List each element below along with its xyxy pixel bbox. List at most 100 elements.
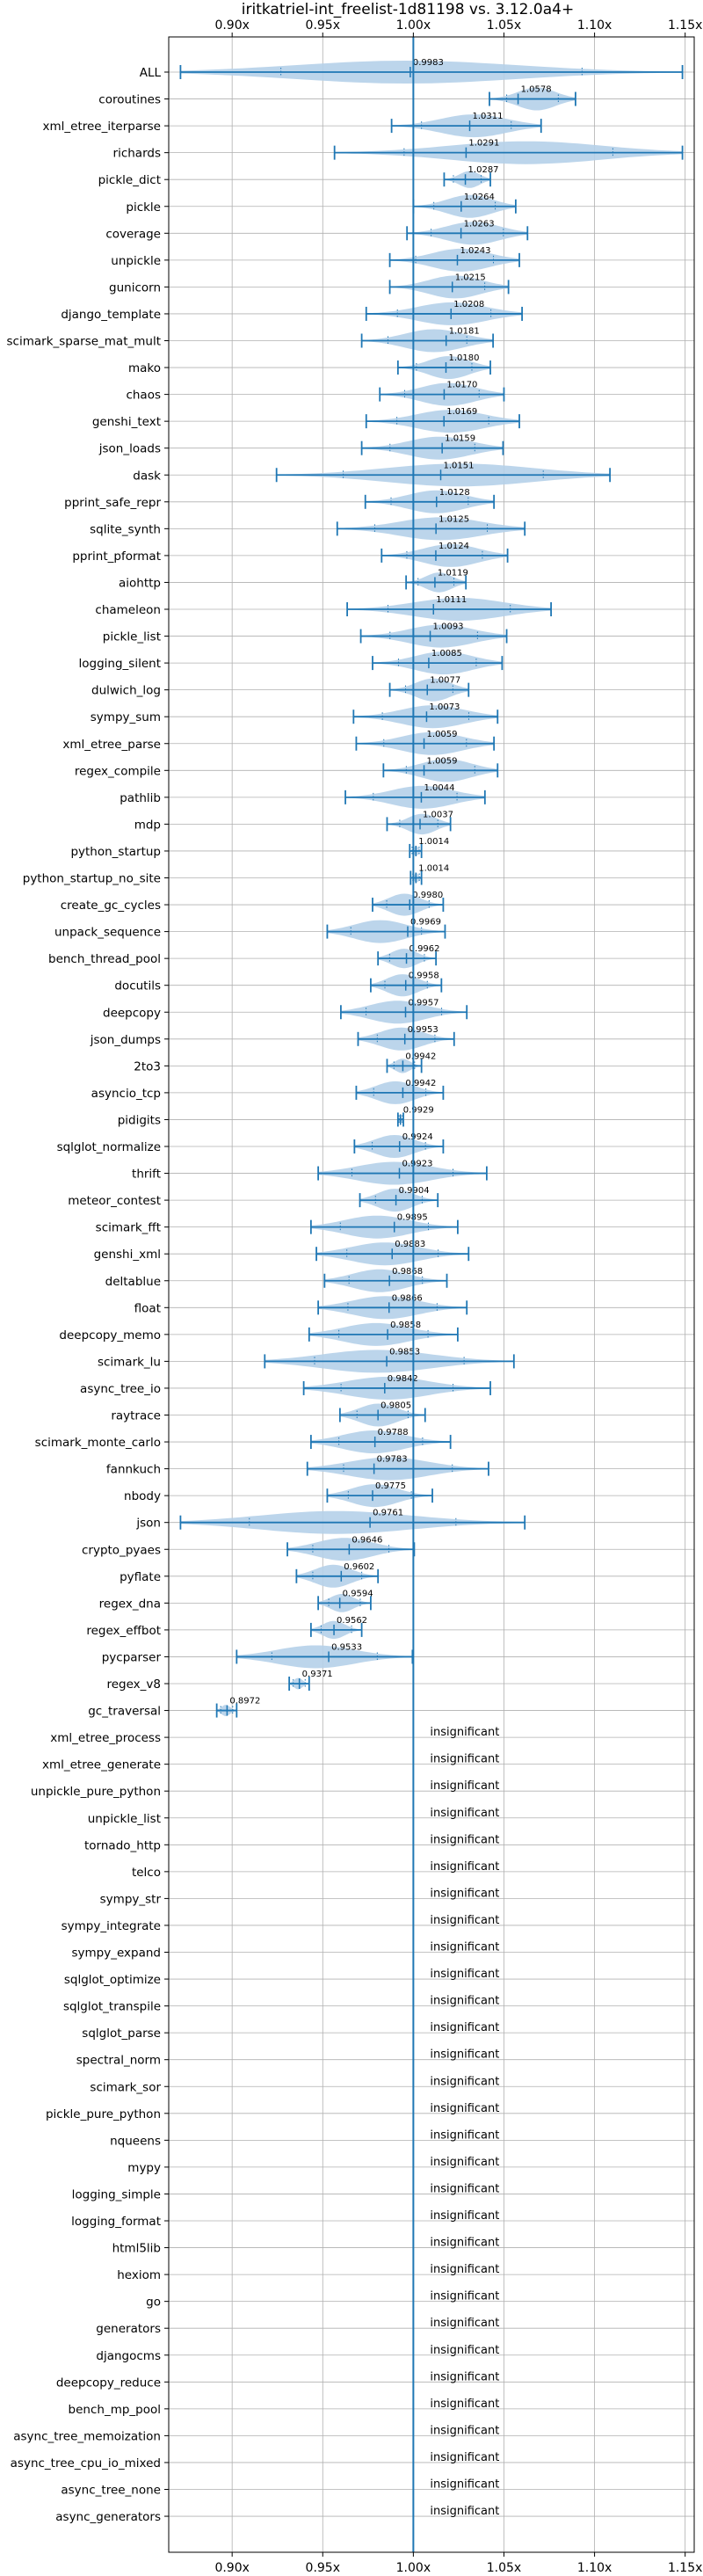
insignificant-label: insignificant — [430, 1860, 499, 1874]
benchmark-row: logging_format insignificant — [71, 2209, 694, 2229]
insignificant-label: insignificant — [430, 2021, 499, 2034]
benchmark-name: json_dumps — [90, 1033, 161, 1047]
benchmark-name: pickle — [126, 200, 161, 215]
value-label: 0.9953 — [408, 1025, 438, 1035]
benchmark-row: json 0.9761 — [135, 1509, 694, 1534]
insignificant-label: insignificant — [430, 1995, 499, 2008]
benchmark-row: sqlglot_transpile insignificant — [63, 1995, 694, 2014]
value-label: 1.0119 — [438, 568, 468, 578]
value-label: 1.0151 — [444, 461, 475, 470]
x-tick-label-bottom: 1.10x — [577, 2561, 612, 2575]
benchmark-name: pidigits — [118, 1113, 161, 1127]
benchmark-row: unpack_sequence 0.9969 — [54, 918, 694, 943]
benchmark-row: regex_compile 1.0059 — [75, 756, 694, 782]
insignificant-label: insignificant — [430, 2370, 499, 2383]
value-label: 0.9969 — [410, 918, 441, 928]
value-label: 0.8972 — [229, 1697, 260, 1706]
value-label: 0.9942 — [405, 1052, 436, 1061]
insignificant-label: insignificant — [430, 2102, 499, 2115]
x-tick-label-top: 0.95x — [306, 18, 340, 33]
value-label: 0.9805 — [380, 1401, 411, 1411]
benchmark-row: django_template 1.0208 — [61, 300, 694, 325]
benchmark-row: python_startup 1.0014 — [70, 837, 694, 859]
value-label: 1.0085 — [431, 649, 462, 659]
benchmark-name: bench_thread_pool — [48, 952, 161, 966]
benchmark-name: pyflate — [120, 1570, 161, 1584]
benchmark-name: mdp — [134, 818, 161, 832]
benchmark-row: scimark_sor insignificant — [90, 2075, 694, 2094]
value-label: 0.9858 — [390, 1321, 421, 1330]
benchmark-name: pickle_pure_python — [46, 2107, 161, 2121]
benchmark-row: telco insignificant — [132, 1860, 694, 1880]
benchmark-name: sympy_expand — [71, 1947, 161, 1961]
benchmark-name: python_startup — [70, 845, 161, 859]
insignificant-label: insignificant — [430, 2048, 499, 2062]
insignificant-label: insignificant — [430, 1941, 499, 1954]
value-label: 0.9958 — [409, 971, 439, 981]
benchmark-row: pickle_dict 1.0287 — [98, 165, 694, 188]
insignificant-label: insignificant — [430, 1887, 499, 1900]
benchmark-name: xml_etree_iterparse — [43, 120, 162, 134]
benchmark-name: genshi_text — [92, 415, 161, 429]
x-tick-label-bottom: 1.05x — [487, 2561, 521, 2575]
insignificant-label: insignificant — [430, 1726, 499, 1739]
value-label: 0.9853 — [389, 1347, 420, 1357]
benchmark-name: mako — [128, 361, 161, 375]
insignificant-label: insignificant — [430, 2478, 499, 2492]
benchmark-name: regex_compile — [75, 764, 161, 778]
benchmark-row: regex_v8 0.9371 — [106, 1670, 694, 1692]
benchmark-name: genshi_xml — [94, 1248, 161, 1262]
value-label: 1.0124 — [438, 542, 469, 551]
value-label: 1.0264 — [464, 193, 495, 202]
benchmark-name: go — [146, 2296, 161, 2310]
benchmark-row: scimark_fft 0.9895 — [96, 1213, 694, 1239]
benchmark-row: gc_traversal 0.8972 — [88, 1697, 694, 1719]
benchmark-row: docutils 0.9958 — [114, 971, 694, 997]
value-label: 0.9923 — [402, 1160, 433, 1169]
benchmark-row: ALL 0.9983 — [140, 58, 694, 84]
benchmark-name: html5lib — [112, 2242, 161, 2256]
benchmark-name: spectral_norm — [76, 2054, 161, 2068]
insignificant-label: insignificant — [430, 2344, 499, 2357]
benchmark-name: dulwich_log — [91, 684, 161, 698]
benchmark-row: go insignificant — [146, 2290, 694, 2310]
benchmark-name: scimark_monte_carlo — [35, 1436, 161, 1450]
value-label: 0.9868 — [392, 1267, 423, 1277]
value-label: 1.0243 — [460, 246, 490, 256]
benchmark-name: sqlite_synth — [90, 522, 161, 536]
insignificant-label: insignificant — [430, 2505, 499, 2518]
benchmark-name: pickle_list — [103, 630, 161, 644]
benchmark-row: gunicorn 1.0215 — [109, 273, 694, 299]
benchmark-name: django_template — [61, 308, 161, 322]
x-tick-label-top: 1.15x — [668, 18, 702, 33]
benchmark-name: coverage — [105, 227, 161, 241]
x-tick-label-top: 1.10x — [577, 18, 612, 33]
benchmark-name: thrift — [132, 1168, 161, 1182]
benchmark-name: 2to3 — [134, 1059, 161, 1073]
benchmark-name: dask — [133, 469, 161, 483]
value-label: 1.0111 — [436, 595, 467, 605]
plot-frame — [168, 36, 695, 2553]
benchmark-name: chaos — [126, 389, 161, 403]
insignificant-label: insignificant — [430, 2209, 499, 2223]
value-label: 1.0170 — [446, 381, 477, 390]
benchmark-row: chaos 1.0170 — [126, 381, 694, 406]
benchmark-row: crypto_pyaes 0.9646 — [82, 1535, 694, 1561]
benchmark-name: sqlglot_normalize — [57, 1140, 161, 1154]
value-label: 1.0169 — [446, 407, 477, 417]
benchmark-name: docutils — [114, 979, 161, 993]
benchmark-row: fannkuch 0.9783 — [106, 1455, 694, 1481]
value-label: 0.9562 — [337, 1616, 367, 1626]
benchmark-name: logging_format — [71, 2215, 161, 2229]
value-label: 0.9602 — [344, 1562, 374, 1572]
benchmark-name: sympy_integrate — [62, 1919, 161, 1933]
benchmark-name: mypy — [127, 2161, 161, 2175]
benchmark-rows: ALL 0.9983 coroutines 1.0578 xml_etree_iterp… — [7, 58, 694, 2524]
benchmark-row: nqueens insignificant — [110, 2128, 694, 2148]
benchmark-name: asyncio_tcp — [91, 1087, 161, 1101]
benchmark-row: nbody 0.9775 — [124, 1481, 694, 1508]
insignificant-label: insignificant — [430, 2317, 499, 2330]
value-label: 1.0037 — [423, 810, 453, 819]
benchmark-row: scimark_lu 0.9853 — [98, 1347, 694, 1373]
benchmark-row: html5lib insignificant — [112, 2237, 694, 2256]
